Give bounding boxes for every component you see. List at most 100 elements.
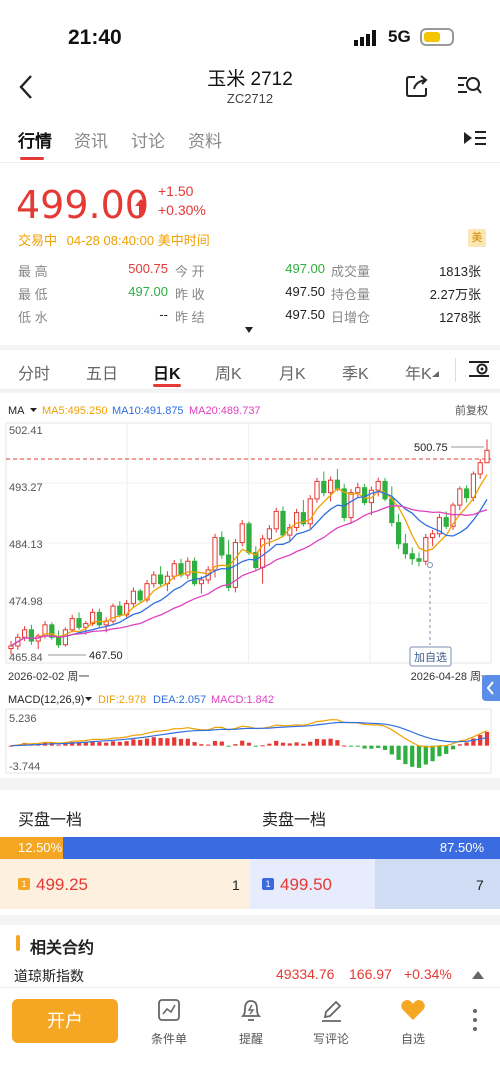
quote-stat-value: 1278张 <box>439 310 481 325</box>
kline-svg[interactable]: MA MA5:495.250 MA10:491.875 MA20:489.737… <box>0 393 500 778</box>
candle-body <box>457 488 463 506</box>
macd-bar <box>396 745 401 760</box>
candle-body <box>327 479 334 494</box>
candle-body <box>463 488 470 499</box>
period-weekly[interactable]: 周K <box>215 366 242 383</box>
write-comment-label: 写评论 <box>312 1032 349 1046</box>
quote-panel: 499.00 +1.50 +0.30% 交易中 04-28 08:40:00 美… <box>0 163 500 345</box>
candle-body <box>225 554 232 588</box>
macd-bar <box>301 743 306 746</box>
macd-bar <box>484 731 490 746</box>
search-menu-icon[interactable] <box>456 74 482 98</box>
related-row[interactable]: 道琼斯指数 49334.76 166.97 +0.34% <box>0 961 500 987</box>
macd-bar <box>206 744 211 746</box>
tab-discussion[interactable]: 讨论 <box>131 132 165 151</box>
quote-stat-value: 500.75 <box>128 261 168 276</box>
chevron-left-icon[interactable] <box>18 74 34 100</box>
expand-panel-icon[interactable] <box>464 130 486 146</box>
market-badge: 美 <box>468 229 486 247</box>
ma-indicator-label[interactable]: MA <box>8 405 25 417</box>
signal-icon <box>354 30 376 46</box>
add-watch-tag[interactable] <box>409 646 452 667</box>
dea-label: DEA:2.057 <box>153 694 206 706</box>
macd-bar <box>138 739 143 746</box>
macd-bar <box>450 745 456 750</box>
kline-chart[interactable]: MA MA5:495.250 MA10:491.875 MA20:489.737… <box>0 393 500 778</box>
open-account-button[interactable]: 开户 <box>12 999 118 1043</box>
period-daily[interactable]: 日K <box>153 366 181 383</box>
bid-title: 买盘一档 <box>18 812 83 829</box>
chart-settings-icon[interactable] <box>468 358 490 380</box>
candle-body <box>341 488 347 519</box>
macd-lines <box>10 719 488 748</box>
candle-body <box>402 543 409 555</box>
period-indicator <box>153 384 181 387</box>
macd-bar <box>83 742 88 746</box>
macd-bar <box>172 737 177 746</box>
quote-stat-value: 497.50 <box>285 284 325 299</box>
side-drawer-handle[interactable] <box>482 675 500 701</box>
related-name: 道琼斯指数 <box>14 968 84 984</box>
macd-bar <box>423 745 428 765</box>
ma10-label: MA10:491.875 <box>112 405 184 417</box>
ma-dropdown-icon[interactable] <box>30 408 37 412</box>
macd-label[interactable]: MACD(12,26,9) <box>8 694 84 706</box>
add-watch-marker <box>427 562 433 568</box>
macd-bar <box>308 741 313 746</box>
tab-info[interactable]: 资料 <box>188 132 222 151</box>
candle-body <box>28 629 35 642</box>
bid-price: 499.25 <box>36 875 88 894</box>
period-tabs: 分时 五日 日K 周K 月K 季K 年K <box>0 350 500 390</box>
candle-body <box>395 522 402 545</box>
macd-bar <box>104 742 109 746</box>
collapse-up-icon[interactable] <box>472 971 484 979</box>
candle-body <box>21 629 28 638</box>
alert-button[interactable]: 提醒 <box>221 996 281 1046</box>
period-monthly[interactable]: 月K <box>279 366 306 383</box>
candle-body <box>219 537 225 556</box>
conditional-order-icon <box>158 999 180 1021</box>
macd-bar <box>280 742 286 746</box>
period-5day[interactable]: 五日 <box>86 366 119 383</box>
y-tick: 474.98 <box>9 596 43 608</box>
candle-body <box>110 605 116 622</box>
caret-down-icon[interactable] <box>245 327 253 333</box>
related-change: 166.97 <box>349 966 392 982</box>
candle-body <box>321 480 327 494</box>
period-yearly[interactable]: 年K <box>405 366 432 383</box>
tab-news[interactable]: 资讯 <box>74 132 108 151</box>
watchlist-button[interactable]: 自选 <box>383 996 443 1046</box>
more-dots-icon[interactable] <box>472 1008 478 1032</box>
bid-level-row[interactable] <box>0 859 250 909</box>
adjust-label[interactable]: 前复权 <box>455 403 488 417</box>
macd-bar <box>260 745 265 747</box>
x-end-date: 2026-04-28 周一 <box>411 670 492 683</box>
macd-bar <box>90 741 95 746</box>
nav-bar: 玉米 2712 ZC2712 <box>0 58 500 113</box>
quote-stat-label: 昨 收 <box>175 287 205 302</box>
conditional-order-button[interactable]: 条件单 <box>139 996 199 1046</box>
share-icon[interactable] <box>405 74 429 98</box>
battery-icon <box>420 28 454 46</box>
ask-level-qty-cell[interactable] <box>375 859 500 909</box>
arrow-up-icon <box>135 199 147 215</box>
macd-bar <box>117 741 122 746</box>
period-quarterly[interactable]: 季K <box>342 366 369 383</box>
trade-datetime: 04-28 08:40:00 美中时间 <box>66 233 210 248</box>
macd-bar <box>267 743 272 746</box>
macd-bar <box>348 745 354 747</box>
period-intraday[interactable]: 分时 <box>18 366 51 383</box>
dif-line <box>10 719 488 748</box>
watchlist-label: 自选 <box>400 1032 425 1046</box>
write-comment-button[interactable]: 写评论 <box>301 996 361 1046</box>
section-accent <box>16 935 20 951</box>
macd-bar <box>253 745 258 747</box>
change-value: +1.50 <box>158 183 194 199</box>
macd-bar <box>335 740 340 746</box>
macd-dropdown-icon[interactable] <box>85 697 92 701</box>
candle-body <box>69 618 75 631</box>
tab-quote[interactable]: 行情 <box>18 132 52 151</box>
candle-body <box>89 611 96 625</box>
corner-triangle-icon <box>432 371 439 377</box>
add-watch-label[interactable]: 加自选 <box>414 651 447 664</box>
